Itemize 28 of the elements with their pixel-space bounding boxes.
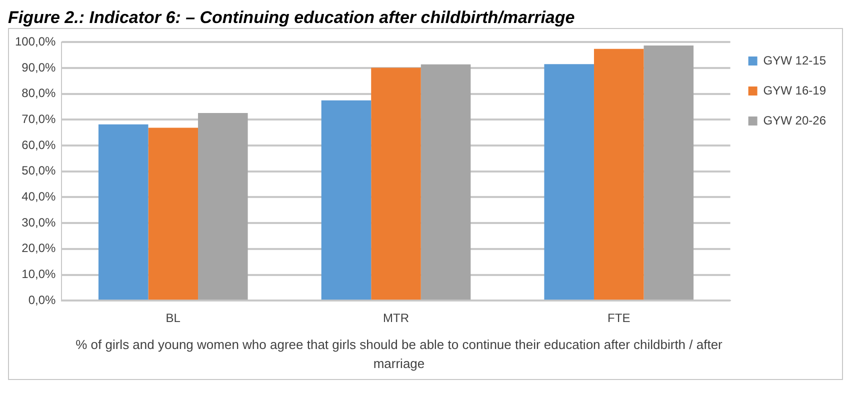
- x-tick-label: FTE: [608, 311, 630, 326]
- y-tick-label: 80,0%: [22, 86, 56, 100]
- bar: [594, 48, 644, 300]
- bar: [198, 113, 248, 300]
- y-tick-label: 100,0%: [14, 34, 56, 49]
- chart-title: Figure 2.: Indicator 6: – Continuing education after childbirth/marriage: [8, 8, 576, 28]
- y-tick-label: 10,0%: [22, 267, 56, 282]
- x-tick-label: BL: [166, 311, 181, 326]
- y-tick-label: 90,0%: [22, 60, 56, 74]
- bar: [98, 124, 148, 300]
- legend-label: GYW 20-26: [763, 113, 826, 128]
- legend-label: GYW 12-15: [763, 53, 826, 68]
- legend-label: GYW 16-19: [763, 83, 826, 98]
- y-tick-label: 20,0%: [22, 241, 56, 256]
- bar: [371, 68, 421, 300]
- bar: [321, 100, 372, 300]
- y-tick-label: 70,0%: [22, 112, 56, 126]
- y-tick-label: 40,0%: [22, 190, 56, 204]
- bar: [544, 64, 594, 300]
- y-tick-label: 0,0%: [28, 292, 56, 307]
- y-tick-label: 30,0%: [22, 215, 56, 230]
- x-axis-title: % of girls and young women who agree that girls should be able to continue their education after childbirth / after marriage: [74, 336, 724, 373]
- bar: [420, 64, 471, 300]
- y-tick-label: 50,0%: [22, 164, 56, 178]
- y-tick-label: 60,0%: [22, 138, 56, 152]
- bar: [148, 128, 198, 300]
- x-tick-label: MTR: [383, 311, 410, 326]
- bar: [644, 46, 694, 300]
